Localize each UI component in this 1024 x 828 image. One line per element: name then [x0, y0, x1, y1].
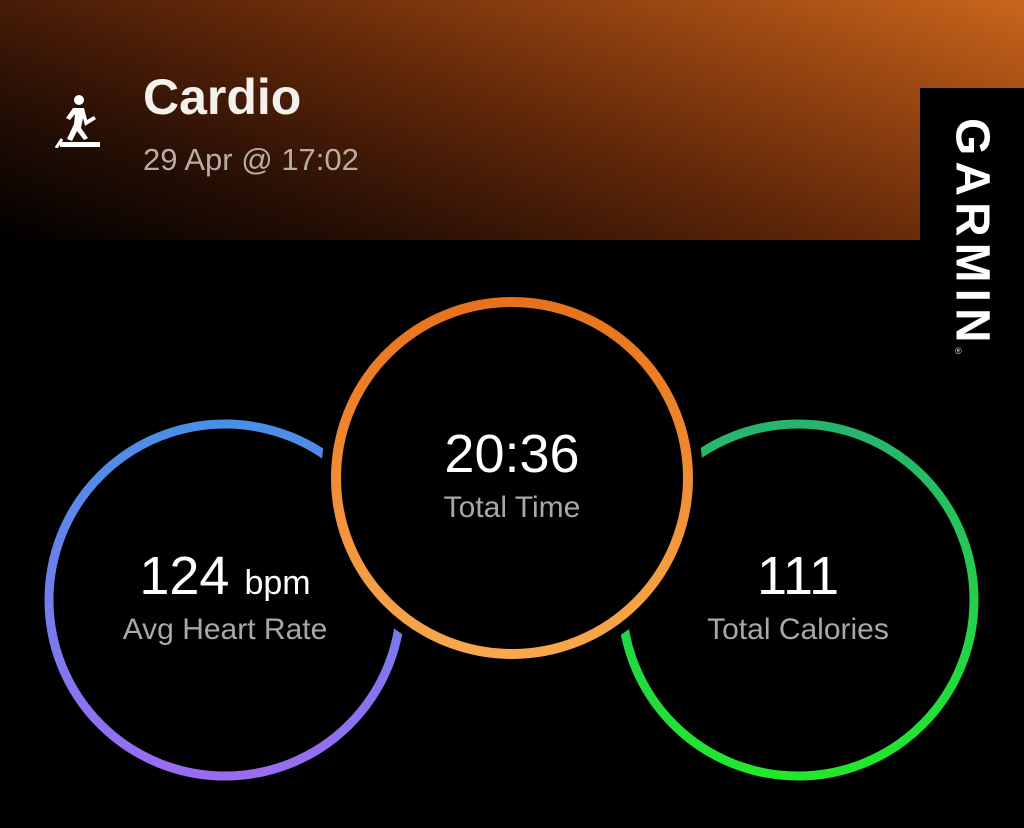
- calories-value: 111: [756, 546, 840, 606]
- heart-rate-value: 124: [139, 546, 230, 606]
- avg-heart-rate-stat: 124 bpm Avg Heart Rate: [45, 545, 405, 647]
- time-ring: [331, 297, 693, 659]
- heart-rate-unit: bpm: [244, 564, 311, 602]
- activity-datetime: 29 Apr @ 17:02: [143, 142, 359, 177]
- total-time-value: 20:36: [444, 424, 580, 484]
- calories-label: Total Calories: [707, 613, 889, 646]
- total-calories-stat: 111 Total Calories: [618, 545, 978, 647]
- activity-title: Cardio: [143, 69, 302, 125]
- brand-strip: [920, 88, 1024, 368]
- heart-rate-label: Avg Heart Rate: [122, 613, 328, 646]
- treadmill-runner-icon: [54, 95, 100, 148]
- registered-mark: ®: [955, 346, 962, 356]
- header-banner: [0, 0, 1024, 240]
- total-time-label: Total Time: [443, 491, 581, 524]
- total-time-stat: 20:36 Total Time: [332, 423, 692, 525]
